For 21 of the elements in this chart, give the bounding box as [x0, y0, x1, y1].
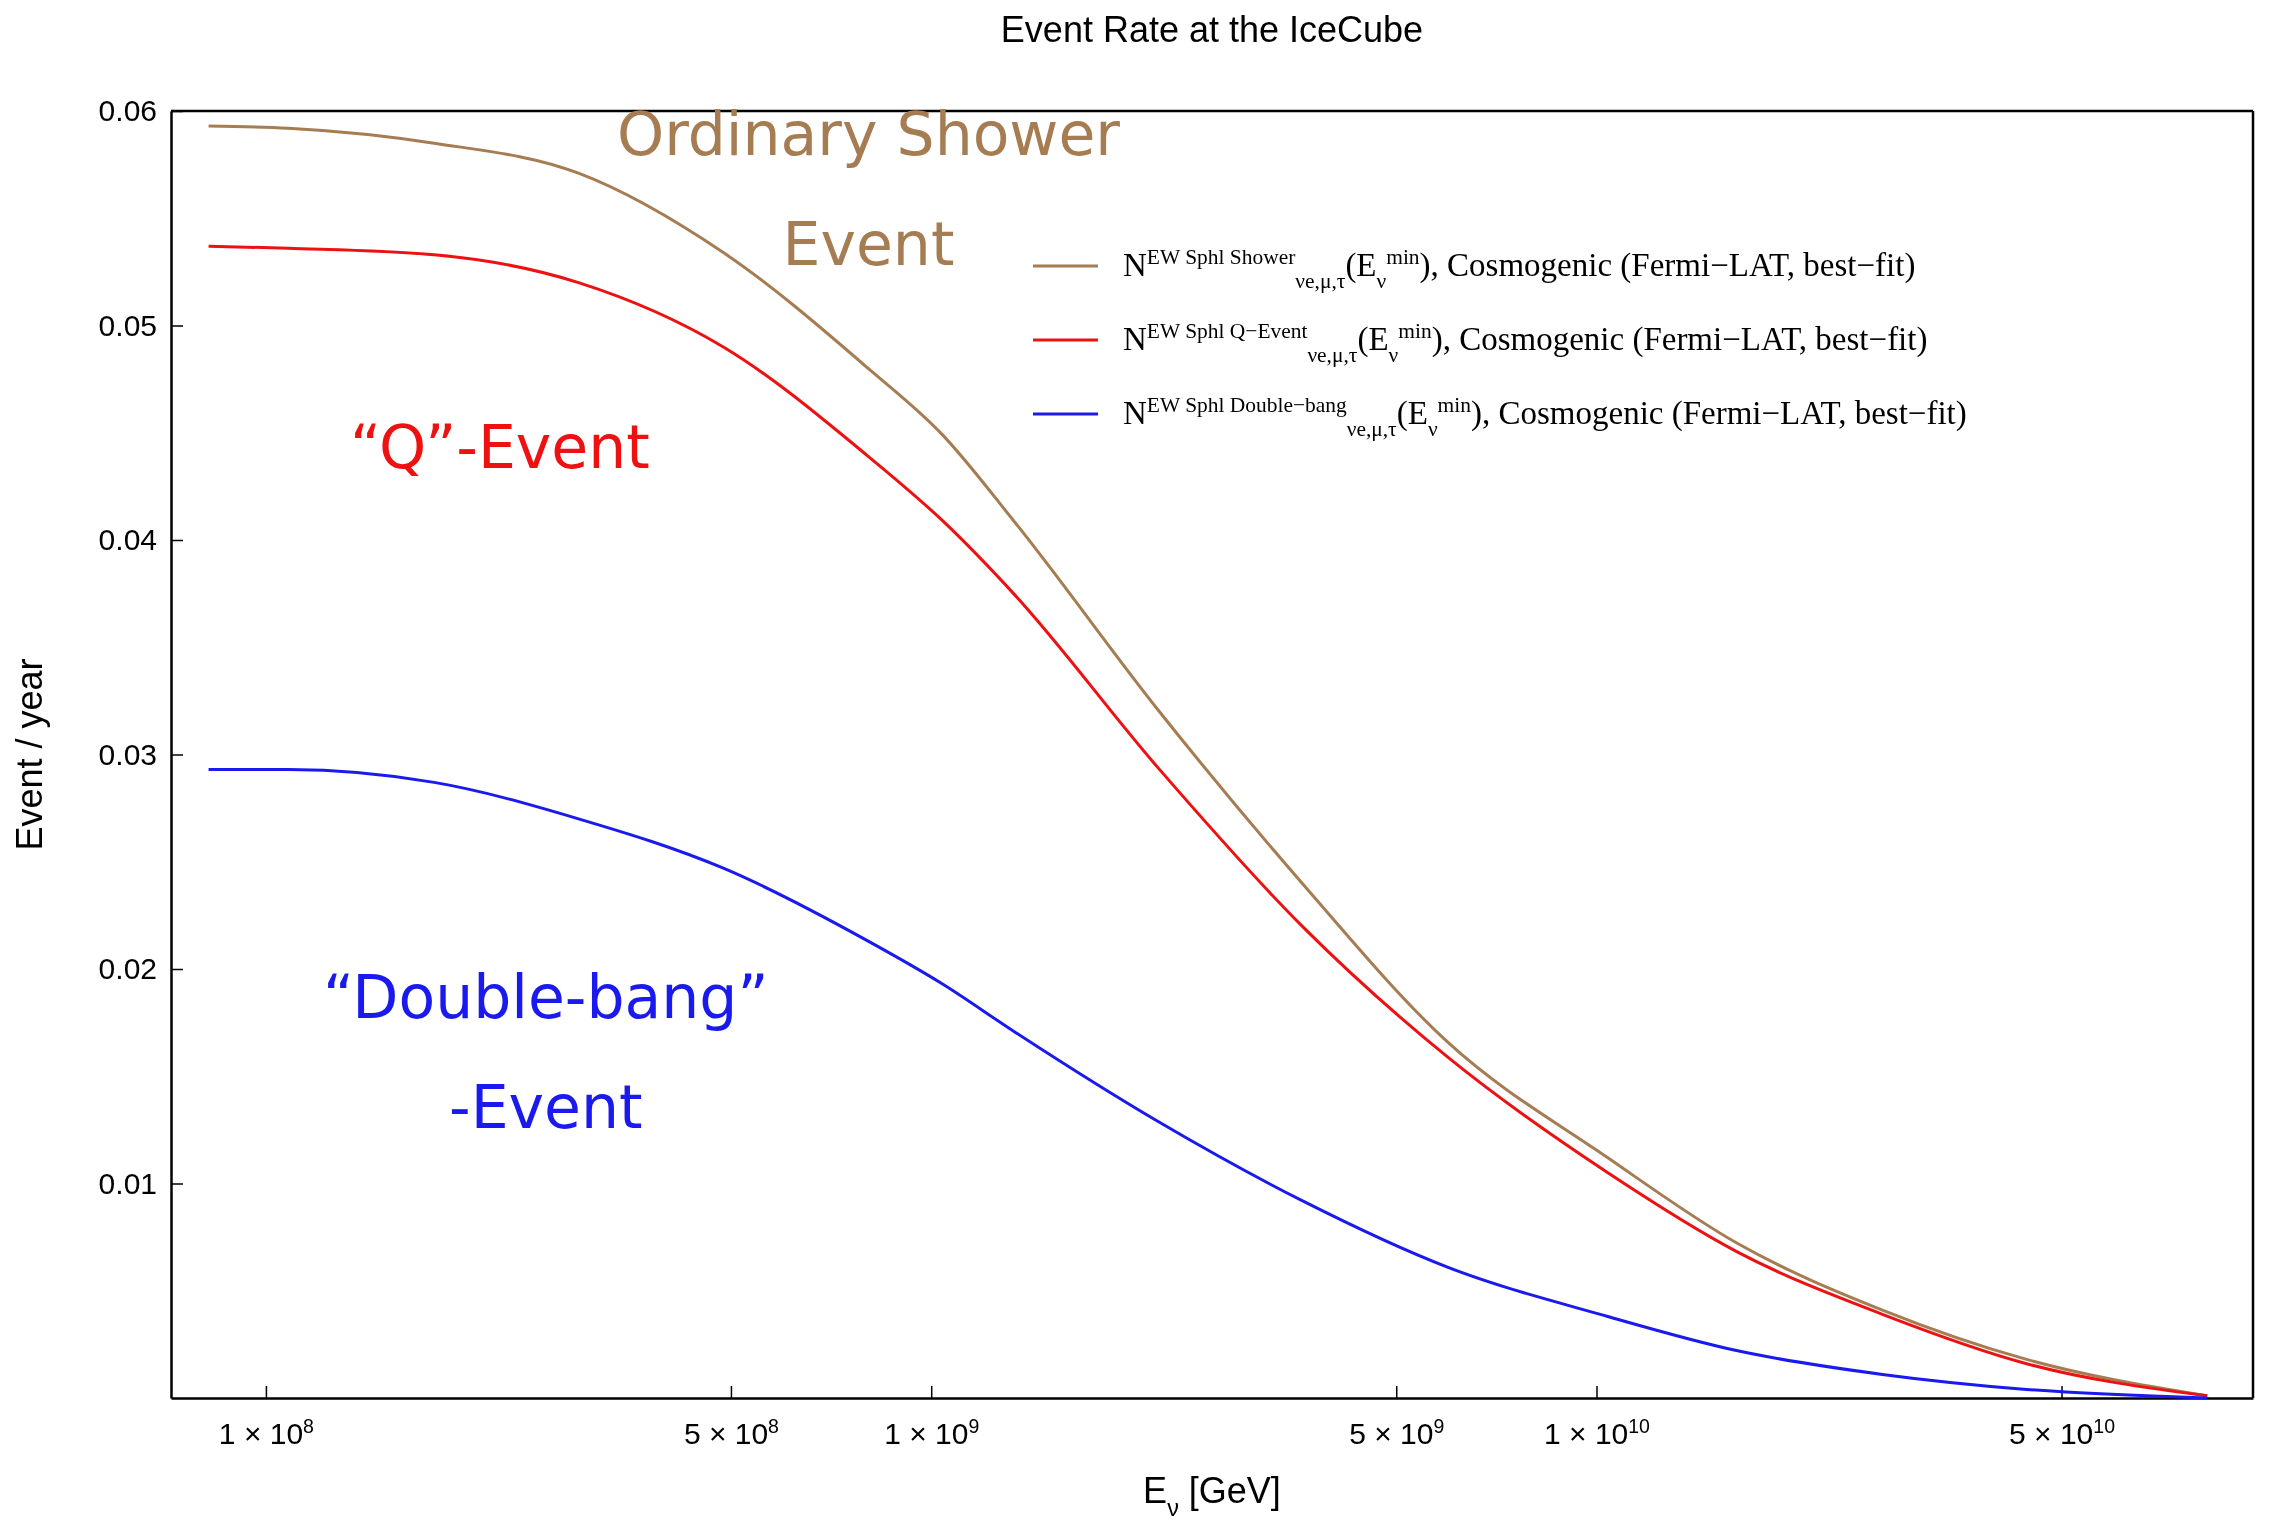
y-tick-label: 0.03	[98, 737, 157, 771]
y-tick-label: 0.06	[98, 94, 157, 128]
x-tick-label: 5 × 10$^{8}$	[683, 1415, 779, 1450]
x-axis-title: E$_{ν}$ [GeV]	[1143, 1470, 1281, 1521]
y-tick-label: 0.02	[98, 952, 157, 986]
annotation: “Double-bang” -Event	[322, 961, 769, 1142]
annotation: Ordinary Shower Event	[616, 99, 1121, 280]
legend-label: N$^{EW Sphl Double−bang}$$_{νe,μ,τ}$(E$_{ν}$$^{min}$), Cosmogenic (Fermi−LAT, best−fit)	[1123, 393, 1967, 441]
x-tick-label: 1 × 10$^{9}$	[884, 1415, 980, 1450]
chart-title: Event Rate at the IceCube	[1000, 9, 1424, 50]
x-tick-label: 5 × 10$^{10}$	[2009, 1415, 2116, 1450]
legend-label: N$^{EW Sphl Shower}$$_{νe,μ,τ}$(E$_{ν}$$^{min}$), Cosmogenic (Fermi−LAT, best−fit)	[1123, 245, 1916, 293]
y-axis-title: Event / year	[9, 658, 50, 851]
x-tick-label: 1 × 10$^{10}$	[1544, 1415, 1651, 1450]
annotation: “Q”-Event	[350, 411, 650, 482]
y-tick-label: 0.01	[98, 1166, 157, 1200]
x-tick-label: 5 × 10$^{9}$	[1349, 1415, 1445, 1450]
legend-label: N$^{EW Sphl Q−Event}$$_{νe,μ,τ}$(E$_{ν}$$^{min}$), Cosmogenic (Fermi−LAT, best−fit)	[1123, 319, 1928, 367]
x-tick-label: 1 × 10$^{8}$	[218, 1415, 314, 1450]
y-tick-label: 0.05	[98, 308, 157, 342]
y-tick-label: 0.04	[98, 523, 157, 557]
